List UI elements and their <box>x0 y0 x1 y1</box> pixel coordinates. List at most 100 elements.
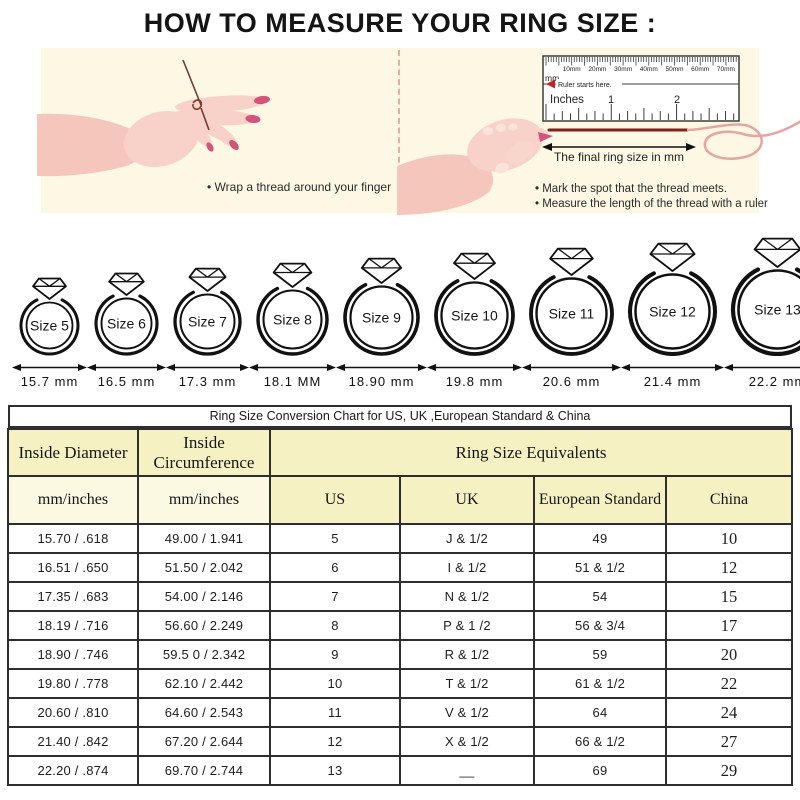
diamond-icon <box>753 237 800 268</box>
table-cell: 10 <box>268 668 401 699</box>
ruler-icon: 10mm 20mm 30mm 40mm 50mm 60mm 70mm mm Ruler st… <box>542 55 740 122</box>
ring-diameter-value: 17.3 mm <box>178 374 237 389</box>
ring-size-figure: Size 8 18.1 MM <box>249 259 336 389</box>
table-cell: __ <box>398 755 535 786</box>
ring-diameter-value: 20.6 mm <box>542 374 601 389</box>
conversion-table-body: 15.70 / .618 49.00 / 1.941 5 J & 1/2 49 10 16.… <box>6 523 794 786</box>
ring-size-label: Size 6 <box>107 316 146 332</box>
table-cell: I & 1/2 <box>398 552 535 583</box>
arm-shape <box>37 113 146 177</box>
table-cell: 64.60 / 2.543 <box>136 697 271 728</box>
table-cell: 10 <box>664 523 794 554</box>
table-cell: N & 1/2 <box>398 581 535 612</box>
diameter-arrow-icon <box>336 364 427 371</box>
thread-loop-icon <box>686 120 800 160</box>
ruler-mm-label: 70mm <box>717 66 735 73</box>
table-cell: R & 1/2 <box>398 639 535 670</box>
ring-icon: Size 8 <box>256 262 329 356</box>
table-cell: 20 <box>664 639 794 670</box>
table-cell: P & 1 /2 <box>398 610 535 641</box>
header-us: US <box>268 475 401 525</box>
instruction-panels: 10mm 20mm 30mm 40mm 50mm 60mm 70mm mm Ruler st… <box>37 48 800 215</box>
table-cell: 20.60 / .810 <box>6 697 139 728</box>
ring-diameter-value: 18.90 mm <box>348 374 415 389</box>
table-cell: 21.40 / .842 <box>6 726 139 757</box>
ruler-measurement-illustration: 10mm 20mm 30mm 40mm 50mm 60mm 70mm mm Ruler st… <box>397 55 800 215</box>
conversion-table-title: Ring Size Conversion Chart for US, UK ,E… <box>8 405 792 428</box>
header-ring-size-equivalents: Ring Size Equivalents <box>268 428 794 477</box>
diamond-icon <box>360 257 403 284</box>
conversion-table: Inside Diameter Inside Circumference Rin… <box>6 428 794 786</box>
ring-size-label: Size 10 <box>451 308 498 324</box>
ring-size-label: Size 7 <box>188 314 227 330</box>
table-cell: 19.80 / .778 <box>6 668 139 699</box>
ring-size-figure: Size 9 18.90 mm <box>336 254 427 389</box>
mm-unit-label: mm <box>545 73 559 83</box>
ring-size-figure: Size 6 16.5 mm <box>87 269 166 389</box>
table-cell: 59.5 0 / 2.342 <box>136 639 271 670</box>
ring-icon: Size 5 <box>19 277 80 356</box>
table-cell: 62.10 / 2.442 <box>136 668 271 699</box>
ruler-start-marker-icon <box>546 79 555 89</box>
pointing-hand-illustration <box>397 118 553 215</box>
ring-size-row: Size 5 15.7 mm Size 6 16.5 mm Size 7 17.3 mm S… <box>0 231 800 389</box>
diameter-arrow-icon <box>87 364 166 371</box>
ring-diameter-value: 21.4 mm <box>643 374 702 389</box>
table-cell: 12 <box>664 552 794 583</box>
instruction-line: • Measure the length of the thread with … <box>535 197 768 210</box>
table-cell: 13 <box>268 755 401 786</box>
inch-number-2: 2 <box>674 94 680 106</box>
table-cell: 15.70 / .618 <box>6 523 139 554</box>
ruler-mm-label: 20mm <box>588 66 606 73</box>
ruler-mm-label: 40mm <box>640 66 658 73</box>
table-cell: 18.19 / .716 <box>6 610 139 641</box>
final-size-arrow-icon <box>542 143 696 151</box>
table-cell: 22 <box>664 668 794 699</box>
header-mm-inches-diameter: mm/inches <box>6 475 139 525</box>
ring-icon: Size 13 <box>730 237 800 356</box>
table-cell: 54 <box>532 581 667 612</box>
header-mm-inches-circumference: mm/inches <box>136 475 271 525</box>
table-cell: 15 <box>664 581 794 612</box>
hand-with-thread-illustration <box>37 59 270 177</box>
ring-icon: Size 9 <box>343 257 420 356</box>
ring-size-label: Size 13 <box>754 302 800 318</box>
ruler-mm-label: 50mm <box>665 66 683 73</box>
diameter-arrow-icon <box>621 364 724 371</box>
left-panel-instruction: • Wrap a thread around your finger <box>207 180 392 194</box>
ring-icon: Size 11 <box>529 247 614 356</box>
ring-size-label: Size 11 <box>549 306 595 322</box>
table-cell: V & 1/2 <box>398 697 535 728</box>
diamond-icon <box>32 277 67 300</box>
table-cell: 5 <box>268 523 401 554</box>
table-row: 20.60 / .810 64.60 / 2.543 11 V & 1/2 64 24 <box>6 697 794 728</box>
table-cell: 6 <box>268 552 401 583</box>
table-cell: 51 & 1/2 <box>532 552 667 583</box>
table-cell: 54.00 / 2.146 <box>136 581 271 612</box>
table-row: 17.35 / .683 54.00 / 2.146 7 N & 1/2 54 15 <box>6 581 794 612</box>
diamond-icon <box>188 267 227 292</box>
ring-size-figure: Size 7 17.3 mm <box>166 264 249 389</box>
diameter-arrow-icon <box>12 364 87 371</box>
ruler-mm-label: 60mm <box>691 66 709 73</box>
diameter-arrow-icon <box>249 364 336 371</box>
ring-diameter-value: 22.2 mm <box>748 374 800 389</box>
header-inside-circumference: Inside Circumference <box>136 428 271 477</box>
ring-icon: Size 7 <box>173 267 242 356</box>
ring-size-figure: Size 13 22.2 mm <box>724 234 800 389</box>
table-cell: 49.00 / 1.941 <box>136 523 271 554</box>
table-cell: 69.70 / 2.744 <box>136 755 271 786</box>
diamond-icon <box>549 247 594 276</box>
diameter-arrow-icon <box>724 364 800 371</box>
table-row: 16.51 / .650 51.50 / 2.042 6 I & 1/2 51 & 1/… <box>6 552 794 583</box>
panel-divider <box>398 50 400 211</box>
table-cell: T & 1/2 <box>398 668 535 699</box>
diameter-arrow-icon <box>522 364 621 371</box>
table-cell: 7 <box>268 581 401 612</box>
ring-size-figure: Size 12 21.4 mm <box>621 239 724 389</box>
table-cell: X & 1/2 <box>398 726 535 757</box>
table-row: 19.80 / .778 62.10 / 2.442 10 T & 1/2 61 & 1… <box>6 668 794 699</box>
table-row: 15.70 / .618 49.00 / 1.941 5 J & 1/2 49 10 <box>6 523 794 554</box>
table-row: 18.19 / .716 56.60 / 2.249 8 P & 1 /2 56 & 3… <box>6 610 794 641</box>
page-title: HOW TO MEASURE YOUR RING SIZE : <box>143 8 657 38</box>
